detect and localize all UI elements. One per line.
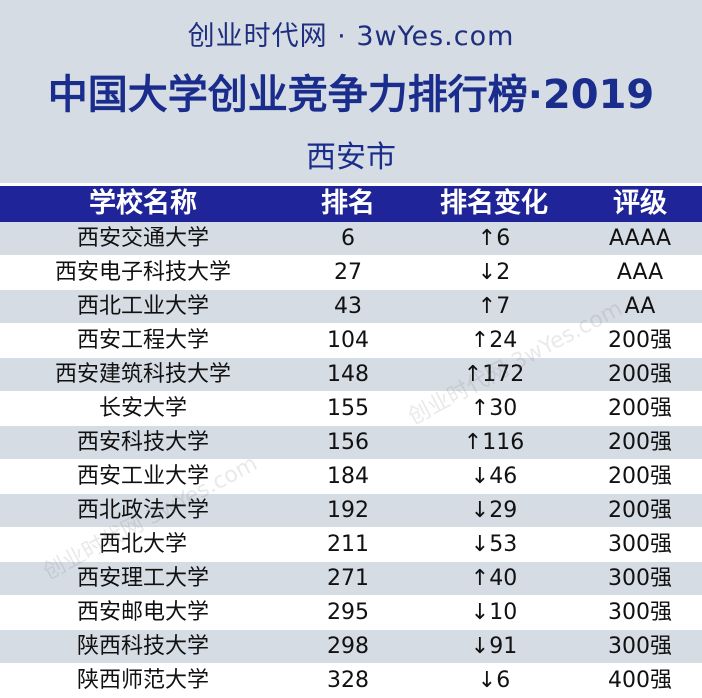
column-header-rank-change: 排名变化 [440,188,548,219]
table-row: 陕西师范大学 328 ↓6 400强 [0,664,702,698]
rank-cell: 192 [327,498,369,523]
rank-cell: 184 [327,464,369,489]
rank-change-cell: ↑172 [463,362,525,387]
school-name-cell: 西安工业大学 [76,464,209,489]
report-header: 创业时代网 · 3wYes.com 中国大学创业竞争力排行榜·2019 西安市 [0,0,702,183]
school-name-cell: 西安交通大学 [76,226,209,251]
table-row: 西北政法大学 192 ↓29 200强 [0,494,702,528]
grade-cell: 300强 [608,566,672,591]
table-header: 学校名称 排名 排名变化 评级 [0,186,702,222]
ranking-table-body: 西安交通大学 6 ↑6 AAAA 西安电子科技大学 27 ↓2 AAA 西北工业大学 43 ↑7 AA… [0,222,702,698]
rank-change-cell: ↓6 [477,668,511,693]
table-row: 西安建筑科技大学 148 ↑172 200强 [0,358,702,392]
rank-cell: 211 [327,532,369,557]
rank-change-cell: ↑116 [463,430,525,455]
rank-change-cell: ↑6 [477,226,511,251]
grade-cell: 200强 [608,430,672,455]
rank-cell: 156 [327,430,369,455]
table-row: 西安工业大学 184 ↓46 200强 [0,460,702,494]
table-row: 西北大学 211 ↓53 300强 [0,528,702,562]
table-row: 长安大学 155 ↑30 200强 [0,392,702,426]
grade-cell: AAA [616,260,664,285]
rank-cell: 6 [341,226,355,251]
column-header-school: 学校名称 [89,188,197,219]
rank-cell: 43 [334,294,362,319]
school-name-cell: 西安科技大学 [76,430,209,455]
grade-cell: AA [624,294,656,319]
rank-change-cell: ↓53 [470,532,518,557]
rank-change-cell: ↓29 [470,498,518,523]
table-row: 陕西科技大学 298 ↓91 300强 [0,630,702,664]
table-row: 西安科技大学 156 ↑116 200强 [0,426,702,460]
table-row: 西安交通大学 6 ↑6 AAAA [0,222,702,256]
school-name-cell: 陕西科技大学 [76,634,209,659]
grade-cell: 300强 [608,532,672,557]
table-row: 西安理工大学 271 ↑40 300强 [0,562,702,596]
rank-change-cell: ↓46 [470,464,518,489]
grade-cell: 200强 [608,464,672,489]
table-row: 西安工程大学 104 ↑24 200强 [0,324,702,358]
rank-cell: 155 [327,396,369,421]
table-row: 西北工业大学 43 ↑7 AA [0,290,702,324]
rank-change-cell: ↓91 [470,634,518,659]
school-name-cell: 西安电子科技大学 [54,260,231,285]
school-name-cell: 西北大学 [98,532,187,557]
column-header-grade: 评级 [613,188,667,219]
grade-cell: 200强 [608,498,672,523]
site-name: 创业时代网 · 3wYes.com [187,21,515,52]
rank-change-cell: ↑24 [470,328,518,353]
report-title: 中国大学创业竞争力排行榜·2019 [47,72,655,118]
school-name-cell: 陕西师范大学 [76,668,209,693]
school-name-cell: 西安理工大学 [76,566,209,591]
school-name-cell: 长安大学 [98,396,187,421]
rank-cell: 295 [327,600,369,625]
grade-cell: 300强 [608,600,672,625]
table-row: 西安邮电大学 295 ↓10 300强 [0,596,702,630]
grade-cell: 200强 [608,328,672,353]
rank-change-cell: ↑40 [470,566,518,591]
rank-change-cell: ↑30 [470,396,518,421]
grade-cell: 400强 [608,668,672,693]
grade-cell: 300强 [608,634,672,659]
grade-cell: 200强 [608,362,672,387]
rank-change-cell: ↓10 [470,600,518,625]
rank-cell: 271 [327,566,369,591]
rank-cell: 148 [327,362,369,387]
rank-cell: 328 [327,668,369,693]
rank-change-cell: ↑7 [477,294,511,319]
school-name-cell: 西北工业大学 [76,294,209,319]
city-label: 西安市 [306,140,396,175]
grade-cell: AAAA [608,226,672,251]
column-header-rank: 排名 [321,188,375,219]
school-name-cell: 西安建筑科技大学 [54,362,231,387]
rank-cell: 104 [327,328,369,353]
school-name-cell: 西北政法大学 [76,498,209,523]
rank-cell: 27 [334,260,362,285]
school-name-cell: 西安邮电大学 [76,600,209,625]
rank-change-cell: ↓2 [477,260,511,285]
school-name-cell: 西安工程大学 [76,328,209,353]
grade-cell: 200强 [608,396,672,421]
table-row: 西安电子科技大学 27 ↓2 AAA [0,256,702,290]
rank-cell: 298 [327,634,369,659]
